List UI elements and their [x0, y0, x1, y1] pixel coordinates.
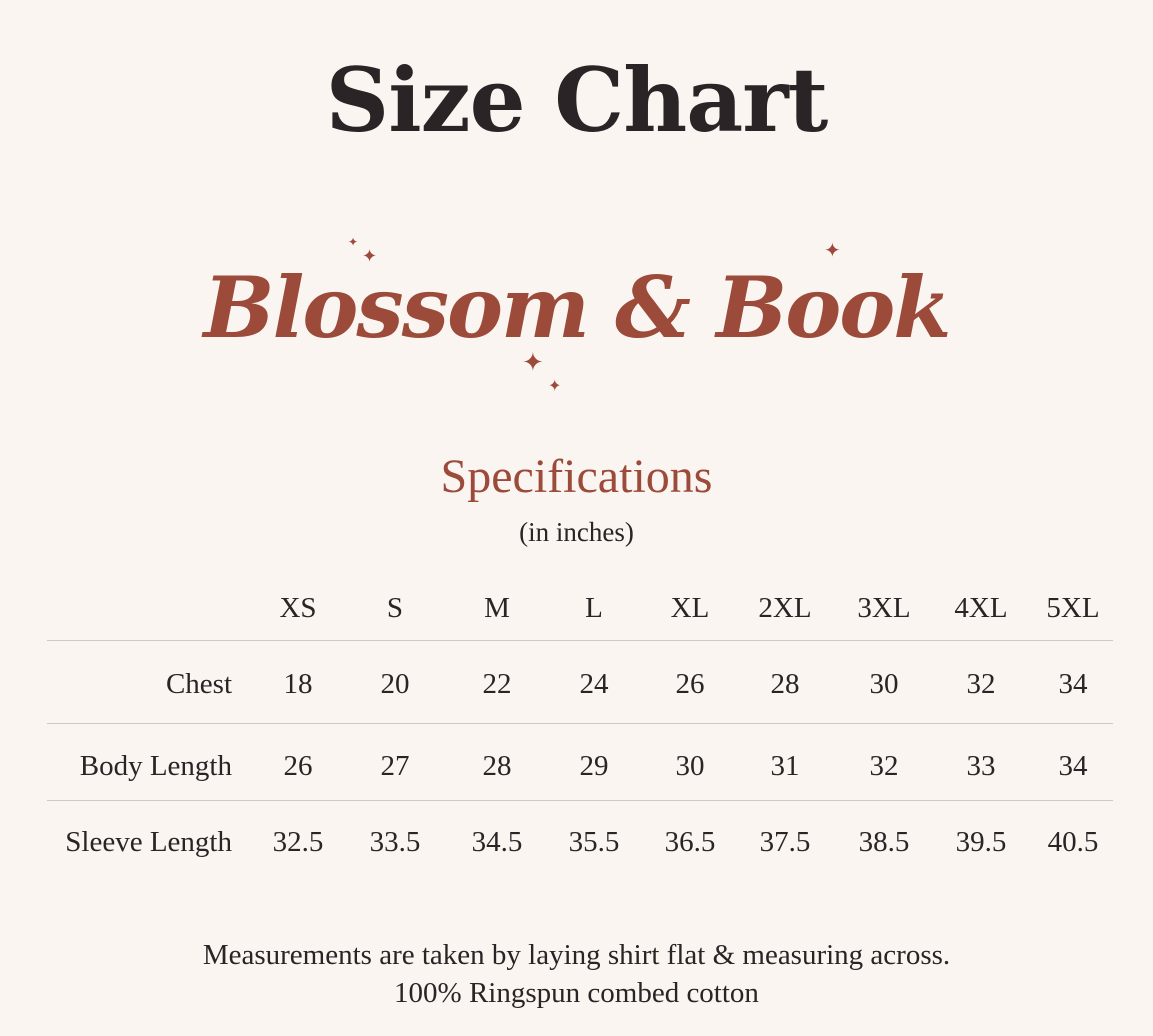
table-cell: 26: [283, 750, 313, 782]
sparkle-icon: ✦: [522, 348, 544, 378]
table-header-row: XS S M L XL 2XL 3XL 4XL 5XL: [0, 588, 1153, 628]
table-row: Sleeve Length 32.5 33.5 34.5 35.5 36.5 37.5 38.…: [0, 822, 1153, 862]
table-cell: 35.5: [568, 826, 620, 858]
divider: [47, 640, 1113, 641]
column-header: M: [484, 592, 510, 624]
table-cell: 30: [869, 668, 899, 700]
table-cell: 32.5: [272, 826, 324, 858]
column-header: S: [386, 592, 404, 624]
table-row: Chest 18 20 22 24 26 28 30 32 34: [0, 664, 1153, 704]
table-cell: 33: [966, 750, 996, 782]
table-cell: 36.5: [664, 826, 716, 858]
table-cell: 40.5: [1047, 826, 1099, 858]
table-cell: 28: [770, 668, 800, 700]
table-cell: 37.5: [759, 826, 811, 858]
sparkle-icon: ✦: [348, 235, 359, 249]
table-cell: 38.5: [858, 826, 910, 858]
sparkle-icon: ✦: [362, 246, 378, 267]
table-cell: 28: [482, 750, 512, 782]
table-cell: 31: [770, 750, 800, 782]
column-header: 4XL: [954, 592, 1008, 624]
column-header: L: [585, 592, 603, 624]
divider: [47, 723, 1113, 724]
footer-note: Measurements are taken by laying shirt f…: [202, 939, 951, 971]
logo-text: Blossom & Book: [203, 258, 951, 357]
footer-material: 100% Ringspun combed cotton: [394, 977, 759, 1009]
page-title: Size Chart: [325, 48, 829, 152]
column-header: 2XL: [758, 592, 812, 624]
column-header: XL: [670, 592, 710, 624]
table-cell: 18: [283, 668, 313, 700]
table-cell: 33.5: [369, 826, 421, 858]
table-cell: 39.5: [955, 826, 1007, 858]
table-cell: 27: [380, 750, 410, 782]
sparkle-icon: ✦: [548, 376, 562, 395]
row-label: Body Length: [79, 750, 232, 782]
column-header: 5XL: [1046, 592, 1100, 624]
divider: [47, 800, 1113, 801]
table-cell: 32: [966, 668, 996, 700]
sparkle-icon: ✦: [824, 238, 841, 262]
section-unit: (in inches): [519, 517, 634, 547]
table-cell: 20: [380, 668, 410, 700]
table-cell: 30: [675, 750, 705, 782]
brand-logo: Blossom & Book: [0, 266, 1153, 350]
column-header: XS: [279, 592, 317, 624]
table-cell: 34: [1058, 750, 1088, 782]
table-cell: 26: [675, 668, 705, 700]
table-cell: 34.5: [471, 826, 523, 858]
column-header: 3XL: [857, 592, 911, 624]
table-cell: 34: [1058, 668, 1088, 700]
table-cell: 29: [579, 750, 609, 782]
row-label: Chest: [165, 668, 232, 700]
section-title: Specifications: [440, 450, 713, 503]
table-row: Body Length 26 27 28 29 30 31 32 33 34: [0, 746, 1153, 786]
table-cell: 24: [579, 668, 609, 700]
row-label: Sleeve Length: [65, 826, 232, 858]
table-cell: 22: [482, 668, 512, 700]
table-cell: 32: [869, 750, 899, 782]
